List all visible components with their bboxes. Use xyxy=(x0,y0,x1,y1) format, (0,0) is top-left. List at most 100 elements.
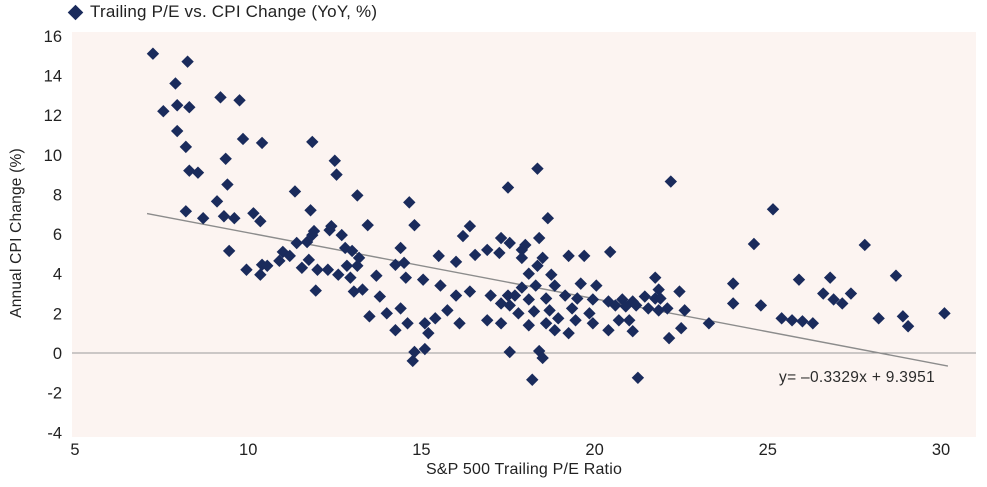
data-point xyxy=(309,284,322,297)
data-point xyxy=(626,324,639,338)
data-point xyxy=(792,273,806,286)
data-point xyxy=(484,289,497,302)
data-point xyxy=(344,271,357,284)
diamond-icon xyxy=(67,4,84,20)
data-point xyxy=(872,312,885,325)
y-tick-label: 14 xyxy=(44,68,62,86)
data-point xyxy=(254,214,267,228)
data-point xyxy=(652,283,665,296)
data-point xyxy=(558,289,572,302)
data-point xyxy=(170,99,184,112)
y-tick-label: 6 xyxy=(53,226,62,244)
data-point xyxy=(222,244,236,258)
data-point xyxy=(536,251,549,265)
data-point xyxy=(823,271,837,284)
data-point xyxy=(775,312,788,325)
data-point xyxy=(330,168,343,181)
data-point xyxy=(236,132,250,146)
data-point xyxy=(335,228,348,242)
data-point xyxy=(463,285,477,298)
data-point xyxy=(311,263,324,276)
data-point xyxy=(170,124,184,138)
x-tick-label: 5 xyxy=(70,441,79,459)
data-point xyxy=(590,279,603,292)
data-point xyxy=(562,249,575,263)
data-point xyxy=(552,312,565,325)
data-point xyxy=(429,312,442,325)
data-point xyxy=(603,245,617,259)
data-point xyxy=(571,292,584,305)
data-point xyxy=(503,299,516,312)
data-point xyxy=(527,305,541,318)
x-tick-label: 30 xyxy=(932,441,950,459)
data-point xyxy=(522,293,535,306)
data-point xyxy=(389,258,402,272)
data-point xyxy=(529,279,542,292)
data-point xyxy=(726,277,740,290)
data-point xyxy=(675,322,688,335)
data-point xyxy=(304,204,317,217)
data-point xyxy=(191,166,205,179)
data-point xyxy=(408,218,421,232)
data-point xyxy=(662,331,676,345)
data-point xyxy=(345,244,359,258)
data-point xyxy=(290,236,303,250)
data-point xyxy=(661,302,674,315)
data-point xyxy=(702,317,716,330)
data-point xyxy=(938,307,951,320)
data-point xyxy=(678,304,691,317)
data-point xyxy=(255,136,269,150)
data-point xyxy=(766,203,780,216)
data-point xyxy=(536,351,549,365)
data-point xyxy=(468,248,482,262)
data-point xyxy=(626,295,639,308)
data-point xyxy=(295,261,309,274)
data-point xyxy=(612,314,626,327)
data-point xyxy=(169,77,182,90)
data-point xyxy=(233,94,246,107)
y-tick-label: 2 xyxy=(53,305,62,323)
y-axis-title: Annual CPI Change (%) xyxy=(8,148,25,318)
data-point xyxy=(356,283,369,296)
data-point xyxy=(441,304,454,317)
data-point xyxy=(548,279,561,292)
data-point xyxy=(526,373,539,386)
y-tick-label: -2 xyxy=(47,385,62,403)
data-point xyxy=(586,293,600,306)
data-point xyxy=(449,289,463,302)
data-point xyxy=(422,326,435,340)
data-point xyxy=(519,238,532,252)
data-point xyxy=(638,290,652,303)
trend-line xyxy=(146,212,949,367)
data-point xyxy=(179,140,193,154)
data-point xyxy=(522,267,535,280)
x-tick-label: 25 xyxy=(759,441,777,459)
data-point xyxy=(817,287,830,300)
data-point xyxy=(325,219,338,233)
data-point xyxy=(288,185,302,198)
data-point xyxy=(397,256,411,270)
data-point xyxy=(332,268,345,281)
data-point xyxy=(247,207,260,220)
data-point xyxy=(394,241,407,255)
data-point xyxy=(307,224,321,238)
data-point xyxy=(389,324,402,337)
data-point xyxy=(196,212,210,225)
data-point xyxy=(673,285,686,298)
data-point xyxy=(664,175,678,188)
data-point xyxy=(363,310,376,323)
data-point xyxy=(631,371,645,384)
y-tick-label: 16 xyxy=(44,28,62,46)
data-point xyxy=(157,104,170,118)
data-point xyxy=(481,243,494,257)
data-point xyxy=(408,345,421,359)
data-point xyxy=(321,263,335,276)
data-point xyxy=(494,297,508,310)
data-point xyxy=(531,259,544,272)
y-tick-label: 10 xyxy=(44,147,62,165)
data-point xyxy=(586,317,600,330)
data-point xyxy=(418,342,432,356)
data-point xyxy=(532,231,546,245)
data-point xyxy=(418,317,432,330)
data-point xyxy=(449,255,463,269)
